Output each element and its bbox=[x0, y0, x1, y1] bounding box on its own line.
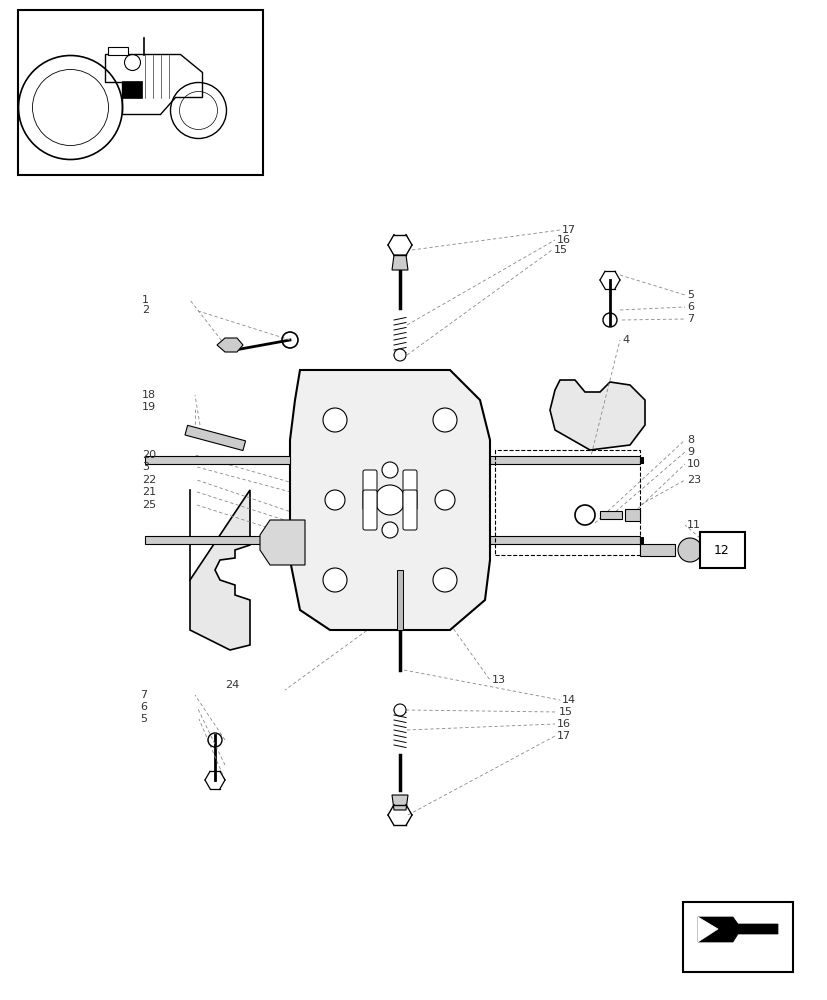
Circle shape bbox=[381, 462, 398, 478]
Polygon shape bbox=[289, 370, 490, 630]
Bar bbox=[18, 10, 263, 175]
Polygon shape bbox=[697, 917, 717, 942]
Text: 18: 18 bbox=[141, 390, 156, 400]
Text: 17: 17 bbox=[557, 731, 571, 741]
Text: 11: 11 bbox=[686, 520, 700, 530]
Circle shape bbox=[325, 490, 345, 510]
Text: 23: 23 bbox=[686, 475, 700, 485]
Text: 21: 21 bbox=[141, 487, 156, 497]
Polygon shape bbox=[122, 81, 142, 98]
Bar bbox=[145, 536, 289, 544]
Bar bbox=[495, 450, 639, 555]
Text: 5: 5 bbox=[140, 714, 147, 724]
Text: 13: 13 bbox=[491, 675, 505, 685]
Circle shape bbox=[381, 522, 398, 538]
Text: 14: 14 bbox=[562, 695, 576, 705]
Text: 19: 19 bbox=[141, 402, 156, 412]
Bar bbox=[108, 47, 128, 55]
Polygon shape bbox=[549, 380, 644, 450]
Bar bbox=[184, 425, 246, 451]
Text: 2: 2 bbox=[141, 305, 149, 315]
Polygon shape bbox=[697, 917, 777, 942]
Polygon shape bbox=[391, 255, 408, 270]
Text: 15: 15 bbox=[553, 245, 567, 255]
Text: 16: 16 bbox=[557, 235, 571, 245]
Circle shape bbox=[433, 568, 457, 592]
Circle shape bbox=[434, 490, 455, 510]
Circle shape bbox=[323, 408, 347, 432]
Bar bbox=[145, 456, 289, 464]
Circle shape bbox=[677, 538, 701, 562]
Text: 3: 3 bbox=[141, 462, 149, 472]
FancyBboxPatch shape bbox=[362, 470, 376, 510]
Text: 12: 12 bbox=[713, 544, 729, 556]
Bar bbox=[490, 456, 639, 464]
FancyBboxPatch shape bbox=[403, 490, 417, 530]
Text: 16: 16 bbox=[557, 719, 571, 729]
Text: 22: 22 bbox=[141, 475, 156, 485]
Polygon shape bbox=[189, 490, 250, 650]
Circle shape bbox=[394, 349, 405, 361]
Circle shape bbox=[394, 704, 405, 716]
Text: 6: 6 bbox=[140, 702, 147, 712]
Circle shape bbox=[375, 485, 404, 515]
Circle shape bbox=[699, 542, 715, 558]
Bar bbox=[396, 570, 403, 630]
Text: 24: 24 bbox=[225, 680, 239, 690]
Text: 9: 9 bbox=[686, 447, 693, 457]
Bar bbox=[639, 544, 674, 556]
Text: 15: 15 bbox=[558, 707, 572, 717]
Text: 7: 7 bbox=[686, 314, 693, 324]
Text: 5: 5 bbox=[686, 290, 693, 300]
FancyBboxPatch shape bbox=[403, 470, 417, 510]
Text: 20: 20 bbox=[141, 450, 156, 460]
Polygon shape bbox=[391, 795, 408, 810]
Text: 8: 8 bbox=[686, 435, 693, 445]
Circle shape bbox=[433, 408, 457, 432]
Text: 6: 6 bbox=[686, 302, 693, 312]
Circle shape bbox=[323, 568, 347, 592]
Polygon shape bbox=[217, 338, 242, 352]
Bar bbox=[682, 902, 792, 972]
Bar bbox=[624, 509, 639, 521]
Bar bbox=[699, 532, 744, 568]
Text: 10: 10 bbox=[686, 459, 700, 469]
Text: 7: 7 bbox=[140, 690, 147, 700]
Text: 25: 25 bbox=[141, 500, 156, 510]
Text: 4: 4 bbox=[621, 335, 629, 345]
FancyBboxPatch shape bbox=[362, 490, 376, 530]
Bar bbox=[600, 511, 621, 519]
Text: 17: 17 bbox=[562, 225, 576, 235]
Polygon shape bbox=[260, 520, 304, 565]
Text: 1: 1 bbox=[141, 295, 149, 305]
Bar bbox=[490, 536, 639, 544]
